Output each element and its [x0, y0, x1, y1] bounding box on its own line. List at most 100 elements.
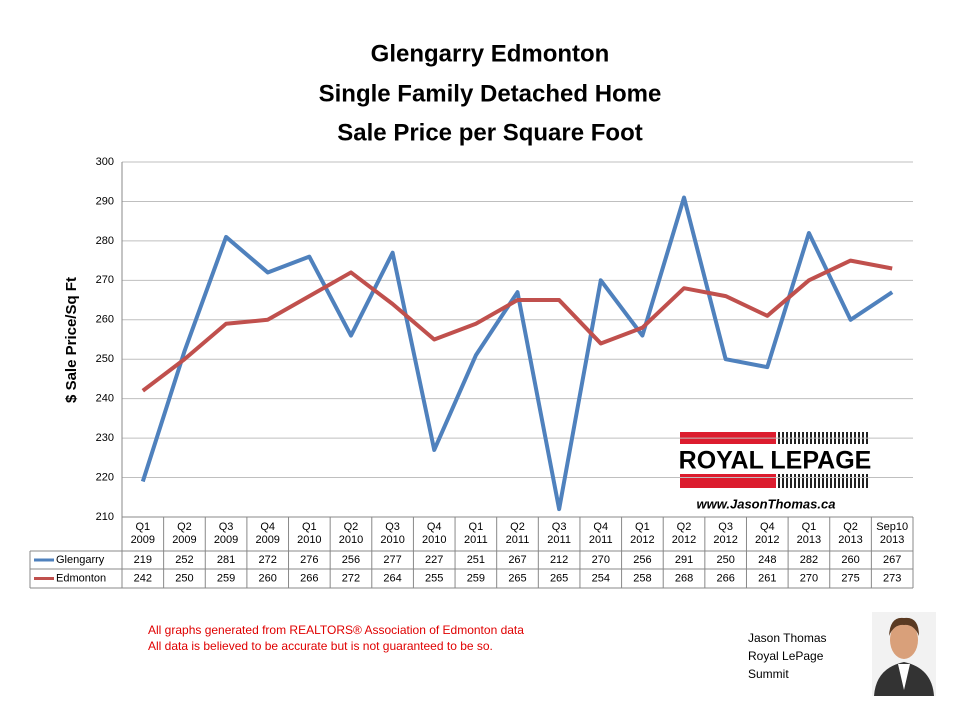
- logo-stripe: [782, 474, 784, 488]
- table-value: 242: [134, 572, 152, 584]
- series-line: [140, 195, 894, 512]
- logo-stripe: [862, 474, 864, 488]
- agent-office: Summit: [748, 667, 789, 681]
- table-value: 259: [217, 572, 235, 584]
- x-tick-label: Q3 2009: [213, 521, 239, 546]
- logo-stripe: [790, 474, 792, 488]
- table-value: 273: [883, 572, 901, 584]
- table-value: 272: [259, 554, 277, 566]
- x-tick-label: Q2 2010: [338, 521, 364, 546]
- table-value: 261: [758, 572, 776, 584]
- table-value: 276: [300, 554, 318, 566]
- table-value: 227: [425, 554, 443, 566]
- x-tick-label: Q1 2010: [297, 521, 322, 546]
- x-tick-label: Q2 2013: [838, 521, 863, 546]
- logo-text: ROYAL LEPAGE: [679, 447, 872, 475]
- table-value: 270: [800, 572, 818, 584]
- table-value: 258: [633, 572, 651, 584]
- logo-stripe: [818, 474, 820, 488]
- table-value: 256: [342, 554, 360, 566]
- table-value: 265: [550, 572, 568, 584]
- table-value: 270: [592, 554, 610, 566]
- logo-stripe: [854, 474, 856, 488]
- x-tick-label: Q2 2011: [505, 521, 530, 546]
- agent-company: Royal LePage: [748, 649, 824, 663]
- table-value: 272: [342, 572, 360, 584]
- chart-title: Glengarry Edmonton: [371, 40, 610, 67]
- logo-stripe: [778, 474, 780, 488]
- logo-stripe: [834, 474, 836, 488]
- table-value: 212: [550, 554, 568, 566]
- logo-stripe: [822, 474, 824, 488]
- x-tick-label: Q4 2009: [255, 521, 280, 546]
- y-tick-label: 240: [96, 393, 114, 405]
- table-value: 248: [758, 554, 776, 566]
- logo-stripe: [810, 474, 812, 488]
- x-tick-label: Q1 2012: [630, 521, 655, 546]
- table-value: 251: [467, 554, 485, 566]
- legend-label: Edmonton: [56, 572, 106, 584]
- table-value: 291: [675, 554, 693, 566]
- y-axis-label: $ Sale Price/Sq Ft: [63, 277, 80, 403]
- x-tick-label: Q1 2013: [796, 521, 822, 546]
- logo-stripe: [802, 474, 804, 488]
- y-tick-label: 210: [96, 511, 114, 523]
- y-tick-label: 300: [96, 156, 114, 168]
- x-tick-label: Q2 2012: [671, 521, 697, 546]
- table-value: 260: [841, 554, 859, 566]
- logo-stripe: [846, 474, 848, 488]
- table-value: 268: [675, 572, 693, 584]
- logo-stripe: [850, 474, 852, 488]
- table-value: 282: [800, 554, 818, 566]
- logo-stripe: [826, 474, 828, 488]
- series-line: [141, 258, 893, 393]
- table-value: 267: [883, 554, 901, 566]
- table-value: 267: [508, 554, 526, 566]
- x-tick-label: Q4 2011: [588, 521, 613, 546]
- footnote: All graphs generated from REALTORS® Asso…: [148, 623, 524, 637]
- logo-url: www.JasonThomas.ca: [697, 496, 836, 511]
- logo-stripe: [858, 474, 860, 488]
- x-tick-label: Q4 2012: [755, 521, 780, 546]
- chart-title: Sale Price per Square Foot: [337, 119, 642, 146]
- table-value: 265: [508, 572, 526, 584]
- agent-name: Jason Thomas: [748, 631, 827, 645]
- table-value: 252: [175, 554, 193, 566]
- x-tick-label: Q3 2010: [380, 521, 405, 546]
- footnote: All data is believed to be accurate but …: [148, 639, 493, 653]
- table-value: 254: [592, 572, 610, 584]
- logo-stripe: [806, 474, 808, 488]
- table-value: 281: [217, 554, 235, 566]
- y-tick-label: 220: [96, 471, 114, 483]
- x-tick-label: Q4 2010: [421, 521, 447, 546]
- agent-photo: [872, 612, 936, 696]
- y-tick-label: 280: [96, 235, 114, 247]
- table-value: 219: [134, 554, 152, 566]
- table-value: 275: [841, 572, 859, 584]
- table-value: 259: [467, 572, 485, 584]
- x-tick-label: Q3 2011: [547, 521, 571, 546]
- table-value: 264: [383, 572, 401, 584]
- logo-stripe: [842, 474, 844, 488]
- logo: ROYAL LEPAGE www.JasonThomas.ca: [679, 432, 872, 511]
- y-tick-label: 250: [96, 353, 114, 365]
- x-tick-label: Q3 2012: [713, 521, 738, 546]
- table-value: 266: [300, 572, 318, 584]
- logo-stripe: [786, 474, 788, 488]
- logo-stripe: [838, 474, 840, 488]
- legend-label: Glengarry: [56, 554, 105, 566]
- logo-stripe: [830, 474, 832, 488]
- table-value: 250: [716, 554, 734, 566]
- table-value: 250: [175, 572, 193, 584]
- table-value: 266: [716, 572, 734, 584]
- y-tick-label: 270: [96, 274, 114, 286]
- table-value: 255: [425, 572, 443, 584]
- y-tick-label: 230: [96, 432, 114, 444]
- table-value: 260: [259, 572, 277, 584]
- logo-stripe: [794, 474, 796, 488]
- logo-stripe: [814, 474, 816, 488]
- y-tick-label: 260: [96, 314, 114, 326]
- logo-stripe: [798, 474, 800, 488]
